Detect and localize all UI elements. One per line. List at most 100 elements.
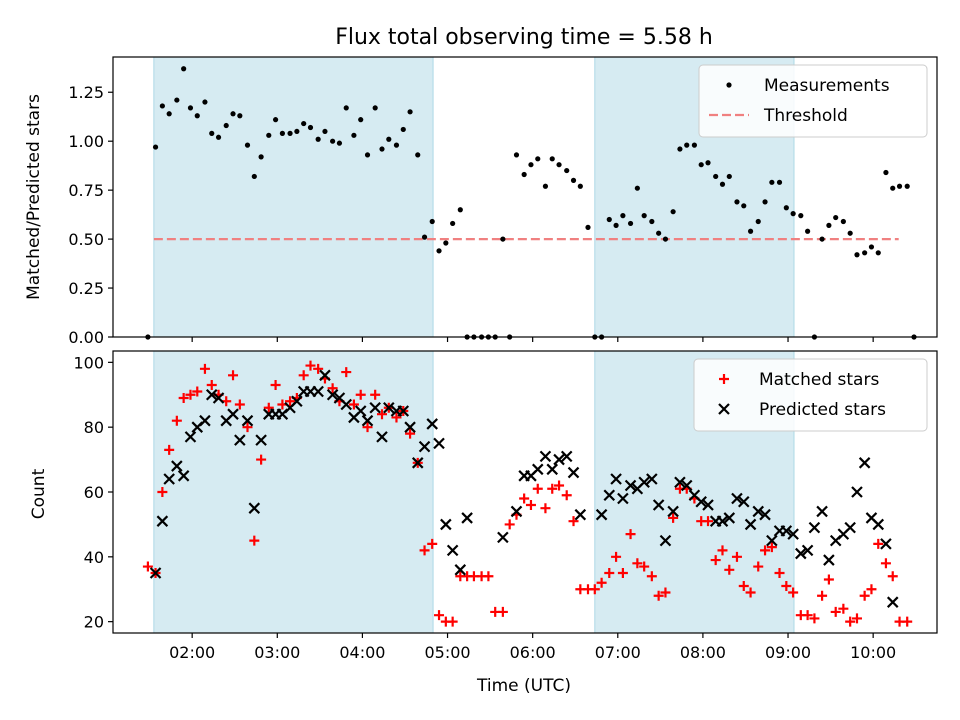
measurement-point xyxy=(883,169,889,176)
chart-title: Flux total observing time = 5.58 h xyxy=(335,25,713,50)
matched-star-point xyxy=(766,542,777,553)
matched-star-point xyxy=(788,587,799,598)
matched-star-point xyxy=(483,571,494,582)
predicted-star-point xyxy=(886,596,899,608)
legend-marker-x xyxy=(718,403,730,415)
matched-star-point xyxy=(298,370,309,381)
measurement-point xyxy=(215,134,222,140)
predicted-star-point xyxy=(227,408,239,420)
predicted-star-point xyxy=(497,531,509,544)
measurement-point xyxy=(279,130,285,136)
matched-star-point xyxy=(646,571,657,582)
measurement-point xyxy=(896,183,903,189)
predicted-star-point xyxy=(674,476,686,489)
predicted-star-point xyxy=(340,398,353,411)
predicted-star-point xyxy=(361,414,374,427)
measurement-point xyxy=(783,205,789,211)
measurement-point xyxy=(287,130,293,136)
measurement-point xyxy=(272,117,279,123)
matched-star-point xyxy=(256,454,267,465)
measurement-point xyxy=(719,181,726,187)
predicted-star-point xyxy=(255,434,267,446)
matched-star-point xyxy=(376,409,387,420)
predicted-star-point xyxy=(376,431,388,443)
measurement-point xyxy=(542,183,549,189)
predicted-star-point xyxy=(404,421,416,433)
predicted-star-point xyxy=(163,473,175,485)
predicted-star-point xyxy=(461,512,473,524)
predicted-star-point xyxy=(539,450,552,463)
predicted-star-point xyxy=(531,463,544,476)
measurement-point xyxy=(230,111,236,117)
measurement-point xyxy=(826,222,832,228)
measurement-point xyxy=(713,173,719,180)
measurement-point xyxy=(194,113,200,119)
predicted-star-point xyxy=(510,505,523,518)
predicted-star-point xyxy=(326,388,339,401)
predicted-star-point xyxy=(731,492,743,505)
measurement-point xyxy=(662,236,669,242)
x-tick-label: 06:00 xyxy=(510,643,556,662)
measurement-point xyxy=(450,220,456,227)
x-tick-label: 02:00 xyxy=(169,643,215,662)
matched-star-point xyxy=(887,571,898,582)
measurement-point xyxy=(237,113,243,119)
measurement-point xyxy=(436,248,442,254)
matched-star-point xyxy=(370,389,381,400)
top-y-tick-label: 0.25 xyxy=(68,279,104,298)
matched-star-point xyxy=(817,590,828,601)
top-panel: 0.00 0.25 0.50 0.75 1.00 1.25 Measurements Thre… xyxy=(68,56,938,347)
matched-star-point xyxy=(611,551,622,562)
measurement-point xyxy=(429,218,435,225)
matched-star-point xyxy=(525,499,536,510)
predicted-star-point xyxy=(617,492,629,505)
legend-label: Threshold xyxy=(763,106,848,126)
measurement-point xyxy=(776,179,783,185)
predicted-star-point xyxy=(716,515,729,527)
top-y-tick-label: 0.50 xyxy=(68,230,104,249)
predicted-star-point xyxy=(383,401,395,414)
measurement-point xyxy=(521,171,527,178)
matched-star-point xyxy=(802,610,813,621)
matched-star-point xyxy=(596,577,607,588)
matched-star-point xyxy=(427,538,438,549)
predicted-star-point xyxy=(595,508,608,521)
measurement-point xyxy=(833,214,839,221)
matched-star-point xyxy=(285,396,296,407)
predicted-star-point xyxy=(652,499,665,511)
matched-star-point xyxy=(540,503,551,514)
matched-star-point xyxy=(845,616,856,627)
predicted-star-point xyxy=(553,453,565,466)
predicted-star-point xyxy=(823,554,835,566)
matched-star-point xyxy=(327,383,338,394)
measurement-point xyxy=(656,230,662,236)
measurement-point xyxy=(330,138,336,144)
predicted-star-point xyxy=(184,431,197,443)
bottom-legend-box xyxy=(693,358,928,432)
predicted-star-point xyxy=(780,525,793,537)
matched-star-point xyxy=(880,558,891,569)
measurement-point xyxy=(301,120,307,127)
legend-label: Predicted stars xyxy=(759,400,886,420)
measurement-point xyxy=(407,109,413,115)
predicted-star-point xyxy=(199,414,211,427)
measurement-point xyxy=(386,136,392,142)
measurement-point xyxy=(670,209,676,215)
measurement-point xyxy=(847,230,853,236)
predicted-star-point xyxy=(695,495,707,508)
measurement-point xyxy=(840,218,846,225)
predicted-star-point xyxy=(844,521,856,534)
matched-star-point xyxy=(519,493,530,504)
matched-star-point xyxy=(710,555,721,566)
bottom-y-tick-label: 60 xyxy=(84,483,104,502)
matched-star-point xyxy=(142,561,153,572)
measurement-point xyxy=(564,167,570,174)
matched-star-point xyxy=(362,422,373,433)
predicted-star-point xyxy=(638,476,650,489)
predicted-star-point xyxy=(766,534,778,547)
matched-star-point xyxy=(653,590,664,601)
matched-star-point xyxy=(617,568,628,579)
x-tick-label: 08:00 xyxy=(680,643,726,662)
x-tick-label: 05:00 xyxy=(424,643,470,662)
legend-label: Matched stars xyxy=(759,370,879,390)
